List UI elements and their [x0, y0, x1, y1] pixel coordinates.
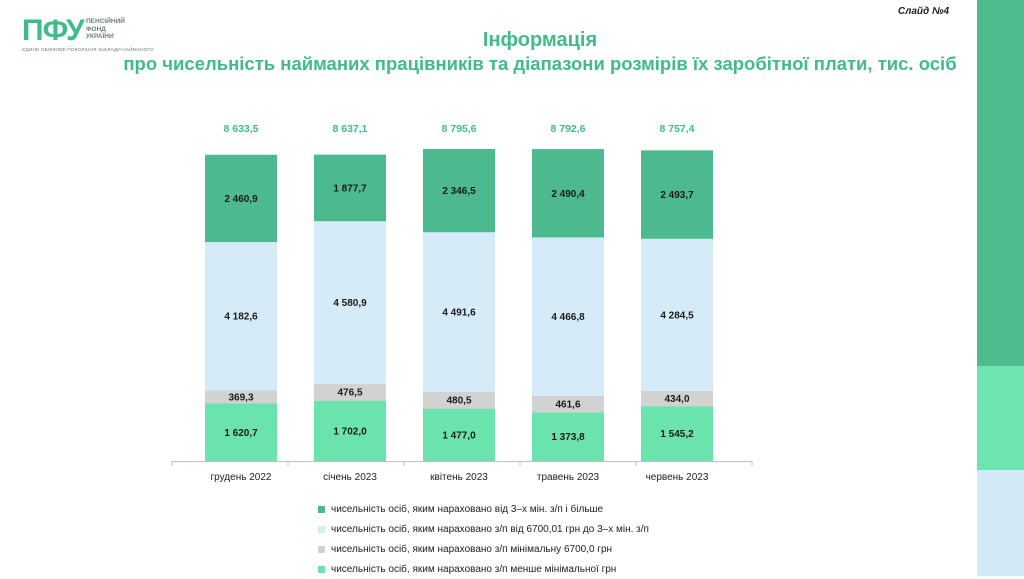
data-label: 369,3 — [228, 392, 253, 403]
x-tick-label: червень 2023 — [646, 472, 709, 483]
logo-tagline: ЄДИНЕ ОБЛІКОВЕ ПОКОЛІННЯ ЗАКЛАДИ НАЙМАНО… — [22, 48, 154, 53]
data-label: 4 182,6 — [224, 312, 258, 323]
data-label: 2 460,9 — [224, 194, 258, 205]
bar-segment — [205, 403, 277, 461]
data-label: 461,6 — [555, 400, 580, 411]
legend-label: чисельність осіб, яким нараховано з/п ві… — [331, 523, 649, 535]
legend-item: чисельність осіб, яким нараховано з/п ме… — [318, 559, 649, 579]
legend-label: чисельність осіб, яким нараховано з/п ме… — [331, 563, 617, 575]
title-line-2: про чисельність найманих працівників та … — [123, 53, 957, 74]
side-bar-middle — [977, 366, 1024, 470]
data-label: 1 373,8 — [551, 432, 585, 443]
data-label: 434,0 — [664, 394, 689, 405]
data-label: 4 491,6 — [442, 307, 476, 318]
page-title: Інформація про чисельність найманих прац… — [110, 28, 970, 76]
chart-legend: чисельність осіб, яким нараховано від 3–… — [318, 499, 649, 579]
legend-label: чисельність осіб, яким нараховано з/п мі… — [331, 543, 613, 555]
bar-segment — [423, 391, 495, 409]
bar-segment — [205, 154, 277, 243]
bar-segment — [423, 149, 495, 233]
total-label: 8 795,6 — [441, 123, 476, 135]
side-bar-top — [977, 0, 1024, 366]
data-label: 2 490,4 — [551, 189, 585, 200]
data-label: 2 346,5 — [442, 186, 476, 197]
bar-segment — [314, 383, 386, 401]
legend-swatch — [318, 505, 325, 513]
bar-segment — [641, 390, 713, 407]
legend-item: чисельність осіб, яким нараховано з/п мі… — [318, 539, 649, 559]
legend-swatch — [318, 525, 325, 533]
bar-segment — [532, 412, 604, 461]
bar-segment — [205, 390, 277, 404]
x-tick-label: квітень 2023 — [430, 472, 488, 483]
title-line-1: Інформація — [482, 29, 598, 51]
bar-segment — [641, 150, 713, 239]
data-label: 4 284,5 — [660, 310, 694, 321]
bar-segment — [532, 237, 604, 396]
legend-item: чисельність осіб, яким нараховано з/п ві… — [318, 519, 649, 539]
legend-swatch — [318, 545, 325, 553]
data-label: 1 702,0 — [333, 426, 367, 437]
bar-segment — [314, 400, 386, 461]
bar-segment — [641, 406, 713, 461]
x-tick-label: травень 2023 — [537, 472, 600, 483]
bar-segment — [641, 238, 713, 391]
data-label: 4 466,8 — [551, 312, 585, 323]
logo-mark: ПФУ — [22, 14, 85, 47]
pfu-logo: ПФУ ПЕНСІЙНИЙ ФОНД УКРАЇНИ ЄДИНЕ ОБЛІКОВ… — [22, 14, 154, 56]
total-label: 8 757,4 — [659, 123, 694, 135]
data-label: 1 545,2 — [660, 429, 694, 440]
legend-item: чисельність осіб, яким нараховано від 3–… — [318, 499, 649, 519]
data-label: 480,5 — [446, 396, 471, 407]
data-label: 4 580,9 — [333, 298, 367, 309]
data-label: 2 493,7 — [660, 190, 694, 201]
data-label: 476,5 — [337, 388, 362, 399]
logo-line-2: ФОНД — [86, 25, 106, 33]
x-tick-label: січень 2023 — [323, 472, 377, 483]
bar-segment — [423, 232, 495, 392]
total-label: 8 633,5 — [223, 123, 258, 135]
bar-segment — [532, 395, 604, 413]
bar-segment — [314, 221, 386, 384]
x-tick-label: грудень 2022 — [211, 472, 272, 483]
logo-lines: ПЕНСІЙНИЙ ФОНД УКРАЇНИ — [86, 18, 125, 41]
data-label: 1 620,7 — [224, 428, 258, 439]
legend-label: чисельність осіб, яким нараховано від 3–… — [331, 503, 604, 515]
side-decoration — [977, 0, 1024, 576]
bar-segment — [532, 149, 604, 238]
slide-number: Слайд №4 — [897, 6, 949, 17]
side-bar-bottom — [977, 470, 1024, 576]
total-label: 8 792,6 — [550, 123, 585, 135]
bar-segment — [423, 408, 495, 461]
logo-line-3: УКРАЇНИ — [86, 33, 114, 40]
total-label: 8 637,1 — [332, 123, 367, 135]
legend-swatch — [318, 565, 325, 573]
logo-line-1: ПЕНСІЙНИЙ — [86, 18, 125, 25]
data-label: 1 477,0 — [442, 430, 476, 441]
bar-segment — [314, 154, 386, 222]
data-label: 1 877,7 — [333, 183, 367, 194]
bar-segment — [205, 242, 277, 391]
